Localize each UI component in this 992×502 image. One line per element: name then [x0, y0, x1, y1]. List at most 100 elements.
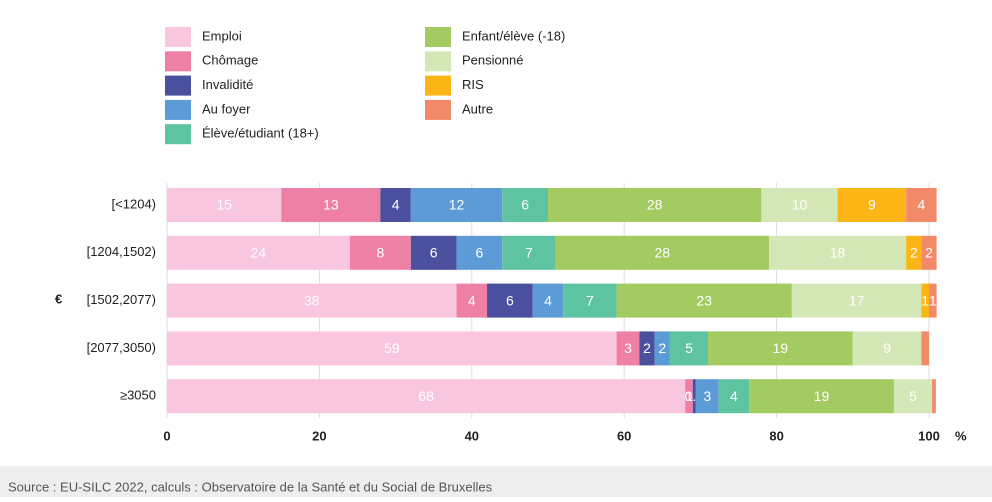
data-label: 4: [544, 292, 552, 308]
data-label: 68: [418, 388, 434, 404]
legend-swatch: [165, 99, 191, 120]
data-label: 8: [376, 245, 384, 261]
bar-segment: [893, 379, 933, 414]
bar-segment: [167, 283, 457, 318]
legend-swatch: [165, 75, 191, 96]
bar-segment: [932, 379, 936, 414]
bar-segment: [502, 235, 556, 270]
legend-swatch: [425, 27, 451, 47]
bar-segment: [921, 331, 929, 366]
bar-segment: [410, 235, 457, 270]
data-label: 9: [868, 197, 876, 213]
y-tick-label: [2077,3050): [87, 340, 156, 355]
bar-segment: [906, 188, 937, 222]
bar-segment: [852, 331, 922, 366]
legend-label: RIS: [462, 77, 484, 92]
bar-segment: [548, 188, 762, 222]
legend-label: Pensionné: [462, 53, 523, 68]
bar-segment: [167, 188, 282, 222]
data-label: 4: [730, 388, 738, 404]
data-label: 4: [392, 197, 400, 213]
bar-segment: [921, 283, 929, 318]
data-label: 9: [883, 340, 891, 356]
data-label: 3: [624, 340, 632, 356]
data-label: 5: [685, 340, 693, 356]
bar-segment: [563, 283, 617, 318]
bar-segment: [410, 188, 503, 222]
data-label: 7: [525, 245, 533, 261]
bar-segment: [761, 188, 838, 222]
bar-segment: [929, 283, 937, 318]
data-label: 17: [849, 292, 865, 308]
bar-segment: [695, 379, 719, 414]
bar-segment: [791, 283, 922, 318]
data-label: 2: [658, 340, 666, 356]
bar-segment: [768, 235, 907, 270]
bar-segment: [456, 283, 488, 318]
x-tick-label: 80: [769, 428, 783, 443]
data-label: 12: [449, 197, 465, 213]
data-label: 1: [921, 292, 929, 308]
legend-label: Élève/étudiant (18+): [202, 126, 319, 141]
source: Source : EU-SILC 2022, calculs : Observa…: [8, 479, 493, 494]
bar-segment: [616, 331, 640, 366]
data-label: 28: [655, 245, 671, 261]
y-tick-label: [<1204): [112, 196, 156, 211]
data-label: 19: [773, 340, 789, 356]
bar-segment: [921, 235, 937, 270]
legend-swatch: [165, 124, 191, 145]
data-label: 23: [696, 292, 712, 308]
x-tick-label: 100: [918, 428, 940, 443]
bar-segment: [380, 188, 411, 222]
data-label: 15: [216, 197, 232, 213]
bar-segment: [708, 331, 853, 366]
bar-segment: [639, 331, 655, 366]
data-label: 10: [792, 197, 808, 213]
legend-label: Emploi: [202, 28, 242, 43]
data-label: 59: [384, 340, 400, 356]
data-label: 2: [925, 245, 933, 261]
data-label: 1: [685, 388, 693, 404]
bar-segment: [167, 379, 686, 414]
bar-segment: [669, 331, 709, 366]
y-axis-label: €: [55, 291, 62, 306]
bar-segment: [281, 188, 381, 222]
legend-swatch: [425, 51, 451, 72]
legend-label: Enfant/élève (-18): [462, 28, 565, 43]
data-label: 38: [304, 292, 320, 308]
bar-segment: [837, 188, 907, 222]
bar-segment: [718, 379, 750, 414]
bar-segment: [167, 331, 617, 366]
x-unit: %: [955, 428, 967, 443]
bar-segment: [654, 331, 670, 366]
bar-segment: [616, 283, 792, 318]
data-label: 7: [586, 292, 594, 308]
data-label: 24: [251, 245, 267, 261]
data-label: 5: [909, 388, 917, 404]
bar-segment: [487, 283, 533, 318]
x-tick-label: 20: [312, 428, 326, 443]
data-label: 6: [430, 245, 438, 261]
legend-swatch: [165, 27, 191, 47]
data-label: 1: [929, 292, 937, 308]
legend-label: Autre: [462, 101, 493, 116]
y-tick-label: [1502,2077): [87, 292, 156, 307]
data-label: 2: [643, 340, 651, 356]
x-tick-label: 60: [617, 428, 631, 443]
legend-label: Invalidité: [202, 77, 253, 92]
legend-swatch: [425, 99, 451, 120]
bar-segment: [749, 379, 894, 414]
legend-label: Chômage: [202, 53, 258, 68]
legend-swatch: [425, 75, 451, 96]
legend-swatch: [165, 51, 191, 72]
y-tick-label: ≥3050: [120, 388, 156, 403]
bar-segment: [456, 235, 503, 270]
x-tick-label: 0: [163, 428, 170, 443]
y-tick-label: [1204,1502): [87, 244, 156, 259]
bar-segment: [555, 235, 769, 270]
data-label: 6: [506, 292, 514, 308]
x-tick-label: 40: [465, 428, 479, 443]
data-label: 4: [468, 292, 476, 308]
data-label: 19: [814, 388, 830, 404]
